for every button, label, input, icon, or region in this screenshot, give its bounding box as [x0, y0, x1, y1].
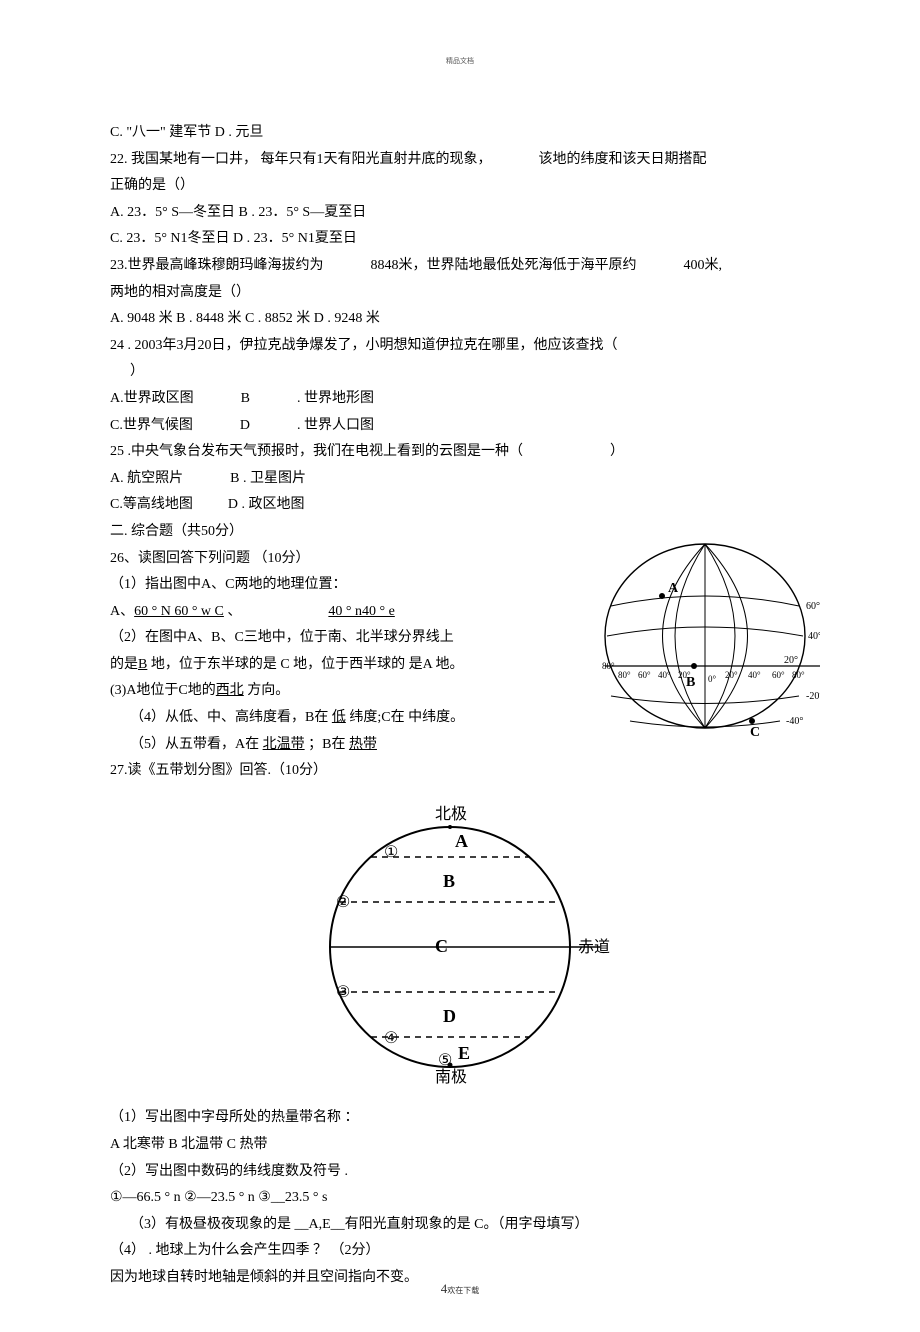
- globe-lat--40: -40°: [786, 716, 803, 727]
- page-footer: 4欢在下载: [441, 1277, 480, 1302]
- q25-b-right: D . 政区地图: [228, 497, 305, 512]
- q26-p1: （1）指出图中A、C两地的地理位置：: [110, 572, 490, 599]
- fz-letter-e: E: [458, 1043, 470, 1063]
- globe-diagram: 60° 40° 20° -20° -40° 80° 60° 40° 20° 0°…: [590, 536, 820, 762]
- q27-p1: （1）写出图中字母所处的热量带名称 ：: [110, 1105, 810, 1132]
- globe-point-c: C: [750, 725, 760, 740]
- q23-stem: 23.世界最高峰珠穆朗玛峰海拔约为 8848米，世界陆地最低处死海低于海平原约 …: [110, 253, 810, 280]
- q26-row: 26、读图回答下列问题 （10分） （1）指出图中A、C两地的地理位置： A、6…: [110, 546, 810, 759]
- globe-point-a: A: [668, 581, 679, 596]
- globe-lon-0: 0°: [708, 674, 717, 684]
- q21-option-line: C. "八一" 建军节 D . 元旦: [110, 120, 810, 147]
- globe-lon-80w: 80°: [602, 661, 615, 671]
- fz-num-1: ①: [384, 844, 398, 861]
- fz-equator-label: 赤道: [578, 938, 610, 956]
- q25-row-2: C.等高线地图 D . 政区地图: [110, 492, 810, 519]
- q26-p2b-u: B: [138, 657, 147, 672]
- q26-p5-mid: ；B在: [305, 737, 349, 752]
- globe-lon-40e: 40°: [748, 670, 761, 680]
- q25-stem: 25 .中央气象台发布天气预报时，我们在电视上看到的云图是一种（ ）: [110, 439, 810, 466]
- q27-title: 27.读《五带划分图》回答.（10分）: [110, 758, 810, 785]
- q24-b-right: . 世界人口图: [297, 418, 374, 433]
- q25-b-left: C.等高线地图: [110, 497, 193, 512]
- q27-p3: ①—66.5 ° n ②—23.5 ° n ③__23.5 ° s: [110, 1185, 810, 1212]
- q22-stem-b: 该地的纬度和该天日期搭配: [539, 152, 707, 167]
- q25-stem-main: 25 .中央气象台发布天气预报时，我们在电视上看到的云图是一种（: [110, 444, 523, 459]
- q26-p3-pre: (3)A地位于C地的: [110, 683, 216, 698]
- q26-p1a-mid: 、: [224, 604, 242, 619]
- globe-point-b: B: [686, 675, 695, 690]
- globe-lat--20: -20°: [806, 691, 820, 702]
- q26-p1a: A、60 ° N 60 ° w C 、 40 ° n40 ° e: [110, 599, 490, 626]
- q22-stem-c: 正确的是（）: [110, 173, 810, 200]
- q23-stem-a: 23.世界最高峰珠穆朗玛峰海拔约为: [110, 258, 324, 273]
- q22-stem-a: 22. 我国某地有一口井， 每年只有1天有阳光直射井底的现象，: [110, 152, 492, 167]
- q22-opts-a: A. 23．5° S—冬至日 B . 23．5° S—夏至日: [110, 200, 810, 227]
- globe-lat-60: 60°: [806, 601, 820, 612]
- globe-lon-60: 80°: [618, 670, 631, 680]
- globe-lon-80e: 80°: [792, 670, 805, 680]
- q26-p1a-pre: A、: [110, 604, 134, 619]
- footer-label: 欢在下载: [447, 1286, 479, 1295]
- q27-p5: （4） . 地球上为什么会产生四季 ？ （2分）: [110, 1238, 810, 1265]
- q26-title: 26、读图回答下列问题 （10分）: [110, 546, 490, 573]
- q24-row-1: A.世界政区图 B . 世界地形图: [110, 386, 810, 413]
- fz-letter-b: B: [443, 871, 455, 891]
- q24-stem-b: ）: [110, 359, 810, 386]
- q25-a-left: A. 航空照片: [110, 471, 183, 486]
- globe-lat-20: 20°: [784, 655, 798, 666]
- fz-num-3: ③: [336, 984, 350, 1001]
- q24-row-2: C.世界气候图 D . 世界人口图: [110, 413, 810, 440]
- q26-p2: （2）在图中A、B、C三地中，位于南、北半球分界线上: [110, 625, 490, 652]
- globe-lon-60b: 60°: [638, 670, 651, 680]
- q25-row-1: A. 航空照片 B . 卫星图片: [110, 466, 810, 493]
- q26-p3-post: 方向。: [244, 683, 290, 698]
- q23-stem-d: 两地的相对高度是（）: [110, 280, 810, 307]
- q22-stem: 22. 我国某地有一口井， 每年只有1天有阳光直射井底的现象， 该地的纬度和该天…: [110, 147, 810, 174]
- q26-p2b-pre: 的是: [110, 657, 138, 672]
- q26-p2b: 的是B 地，位于东半球的是 C 地，位于西半球的 是A 地。: [110, 652, 490, 679]
- q26-p1b-u: 40 ° n40 ° e: [328, 604, 394, 619]
- q26-p4-post: 纬度;C在 中纬度。: [346, 710, 464, 725]
- q24-let-b: B: [241, 391, 250, 406]
- q27-p1a: A 北寒带 B 北温带 C 热带: [110, 1132, 810, 1159]
- q26-p4-u: 低: [332, 710, 346, 725]
- q27-p2: （2）写出图中数码的纬线度数及符号 .: [110, 1159, 810, 1186]
- q26-p5-u1: 北温带: [263, 737, 305, 752]
- fz-letter-d: D: [443, 1006, 456, 1026]
- globe-lon-40: 40°: [658, 670, 671, 680]
- q26-p4-pre: （4）从低、中、高纬度看，B在: [130, 710, 332, 725]
- fz-north-pole: 北极: [435, 805, 467, 823]
- globe-lat-40: 40°: [808, 631, 820, 642]
- q23-stem-c: 400米,: [684, 258, 723, 273]
- globe-lon-20e: 20°: [725, 670, 738, 680]
- q26-p1a-u: 60 ° N 60 ° w C: [134, 604, 224, 619]
- globe-lon-60e: 60°: [772, 670, 785, 680]
- fz-num-2: ②: [336, 894, 350, 911]
- header-label: 精品文档: [446, 55, 474, 68]
- document-content: C. "八一" 建军节 D . 元旦 22. 我国某地有一口井， 每年只有1天有…: [110, 120, 810, 1292]
- q24-let-d: D: [240, 418, 250, 433]
- q26-p3-u: 西北: [216, 683, 244, 698]
- q26-p5-u2: 热带: [349, 737, 377, 752]
- q24-b-left: C.世界气候图: [110, 418, 193, 433]
- q25-a-right: B . 卫星图片: [230, 471, 306, 486]
- q26-p2b-post: 地，位于东半球的是 C 地，位于西半球的 是A 地。: [147, 657, 463, 672]
- q26-p5-pre: （5）从五带看，A在: [130, 737, 263, 752]
- q23-opts: A. 9048 米 B . 8448 米 C . 8852 米 D . 9248…: [110, 306, 810, 333]
- q25-stem-end: ）: [610, 444, 624, 459]
- fz-south-pole: 南极: [435, 1068, 467, 1086]
- q26-p3: (3)A地位于C地的西北 方向。: [110, 678, 490, 705]
- fz-letter-c: C: [435, 936, 448, 956]
- q24-stem-a: 24 . 2003年3月20日，伊拉克战争爆发了，小明想知道伊拉克在哪里，他应该…: [110, 333, 810, 360]
- q23-stem-b: 8848米，世界陆地最低处死海低于海平原约: [371, 258, 637, 273]
- fz-letter-a: A: [455, 831, 468, 851]
- q22-opts-b: C. 23．5° N1冬至日 D . 23．5° N1夏至日: [110, 226, 810, 253]
- fz-num-4: ④: [384, 1030, 398, 1047]
- q24-a-right: . 世界地形图: [297, 391, 374, 406]
- q27-p4: （3）有极昼极夜现象的是 __A,E__有阳光直射现象的是 C。（用字母填写）: [110, 1212, 810, 1239]
- five-zone-diagram: 北极 南极 赤道 A B C D E ① ② ③ ④ ⑤: [110, 797, 810, 1098]
- q24-a-left: A.世界政区图: [110, 391, 194, 406]
